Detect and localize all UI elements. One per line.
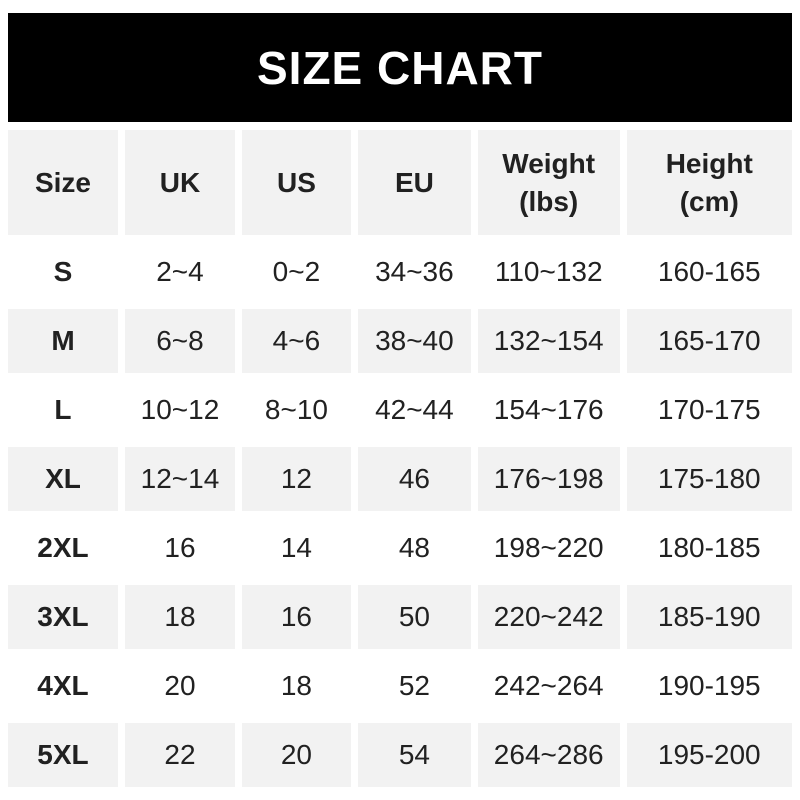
- cell-us: 20: [241, 723, 351, 787]
- size-chart-table: Size UK US EU Weight (lbs) Height (cm) S…: [8, 130, 792, 787]
- cell-eu: 48: [357, 516, 471, 580]
- column-header-size: Size: [8, 130, 118, 235]
- cell-weight: 176~198: [477, 447, 620, 511]
- cell-us: 12: [241, 447, 351, 511]
- cell-weight: 198~220: [477, 516, 620, 580]
- column-header-weight: Weight (lbs): [477, 130, 620, 235]
- column-header-eu: EU: [357, 130, 471, 235]
- cell-height: 160-165: [626, 240, 792, 304]
- cell-height: 175-180: [626, 447, 792, 511]
- cell-eu: 38~40: [357, 309, 471, 373]
- cell-us: 4~6: [241, 309, 351, 373]
- size-chart-banner: SIZE CHART: [8, 13, 792, 122]
- size-chart-page: SIZE CHART Size UK US EU Weight (lbs) He…: [0, 13, 800, 800]
- cell-us: 18: [241, 654, 351, 718]
- cell-us: 0~2: [241, 240, 351, 304]
- cell-uk: 12~14: [124, 447, 235, 511]
- cell-height: 185-190: [626, 585, 792, 649]
- cell-height: 190-195: [626, 654, 792, 718]
- cell-height: 195-200: [626, 723, 792, 787]
- cell-height: 170-175: [626, 378, 792, 442]
- cell-eu: 42~44: [357, 378, 471, 442]
- cell-size: S: [8, 240, 118, 304]
- cell-eu: 50: [357, 585, 471, 649]
- cell-weight: 154~176: [477, 378, 620, 442]
- column-header-us: US: [241, 130, 351, 235]
- cell-size: L: [8, 378, 118, 442]
- cell-size: 2XL: [8, 516, 118, 580]
- cell-uk: 18: [124, 585, 235, 649]
- cell-size: 5XL: [8, 723, 118, 787]
- cell-height: 180-185: [626, 516, 792, 580]
- cell-us: 8~10: [241, 378, 351, 442]
- column-header-uk: UK: [124, 130, 235, 235]
- cell-weight: 110~132: [477, 240, 620, 304]
- cell-eu: 54: [357, 723, 471, 787]
- cell-weight: 242~264: [477, 654, 620, 718]
- cell-uk: 2~4: [124, 240, 235, 304]
- cell-uk: 20: [124, 654, 235, 718]
- cell-uk: 6~8: [124, 309, 235, 373]
- cell-weight: 220~242: [477, 585, 620, 649]
- cell-us: 16: [241, 585, 351, 649]
- cell-uk: 22: [124, 723, 235, 787]
- cell-eu: 52: [357, 654, 471, 718]
- cell-weight: 264~286: [477, 723, 620, 787]
- cell-eu: 46: [357, 447, 471, 511]
- page-title: SIZE CHART: [257, 41, 543, 94]
- cell-size: 4XL: [8, 654, 118, 718]
- cell-eu: 34~36: [357, 240, 471, 304]
- cell-us: 14: [241, 516, 351, 580]
- cell-size: M: [8, 309, 118, 373]
- cell-height: 165-170: [626, 309, 792, 373]
- column-header-height: Height (cm): [626, 130, 792, 235]
- cell-size: 3XL: [8, 585, 118, 649]
- cell-uk: 16: [124, 516, 235, 580]
- cell-size: XL: [8, 447, 118, 511]
- cell-uk: 10~12: [124, 378, 235, 442]
- cell-weight: 132~154: [477, 309, 620, 373]
